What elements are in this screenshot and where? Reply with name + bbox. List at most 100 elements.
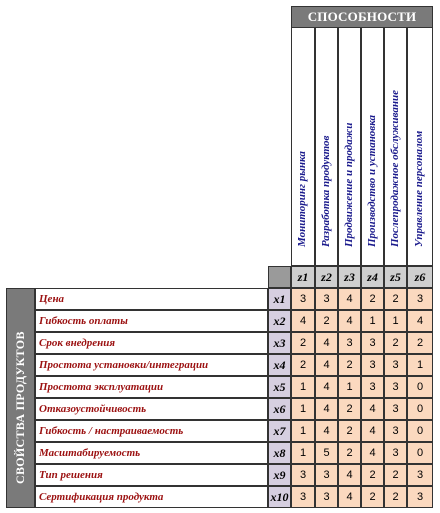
matrix-value-cell: 3 — [291, 486, 315, 508]
matrix-value-cell: 3 — [361, 332, 384, 354]
matrix-value-cell: 3 — [384, 398, 407, 420]
property-code: x6 — [268, 398, 291, 420]
matrix-value-cell: 1 — [338, 376, 361, 398]
matrix-value-cell: 0 — [407, 442, 433, 464]
property-name: Гибкость / настраиваемость — [35, 420, 268, 442]
capability-name: Производство и установка — [365, 114, 378, 247]
matrix-value-cell: 3 — [384, 376, 407, 398]
matrix-value-cell: 1 — [291, 376, 315, 398]
capability-header-z2: Разработка продуктов — [315, 28, 338, 266]
matrix-value-cell: 2 — [361, 288, 384, 310]
matrix-value-cell: 2 — [315, 310, 338, 332]
matrix-value-cell: 2 — [361, 486, 384, 508]
matrix-value-cell: 2 — [291, 354, 315, 376]
matrix-value-cell: 3 — [384, 354, 407, 376]
matrix-value-cell: 0 — [407, 376, 433, 398]
property-code: x5 — [268, 376, 291, 398]
matrix-value-cell: 4 — [338, 288, 361, 310]
matrix-value-cell: 4 — [338, 464, 361, 486]
matrix-value-cell: 2 — [338, 398, 361, 420]
property-code: x7 — [268, 420, 291, 442]
capability-header-z6: Управление персоналом — [407, 28, 433, 266]
matrix-value-cell: 2 — [407, 332, 433, 354]
capability-name: Мониторинг рынка — [296, 151, 308, 247]
capability-code: z2 — [315, 266, 338, 288]
property-code: x4 — [268, 354, 291, 376]
matrix-value-cell: 3 — [361, 354, 384, 376]
matrix-value-cell: 4 — [407, 310, 433, 332]
matrix-value-cell: 3 — [338, 332, 361, 354]
matrix-value-cell: 4 — [361, 398, 384, 420]
matrix-value-cell: 1 — [384, 310, 407, 332]
matrix-value-cell: 1 — [291, 420, 315, 442]
capability-header-z5: Послепродажное обслуживание — [384, 28, 407, 266]
matrix-value-cell: 2 — [384, 486, 407, 508]
property-name: Отказоустойчивость — [35, 398, 268, 420]
property-name: Тип решения — [35, 464, 268, 486]
product-properties-band: СВОЙСТВА ПРОДУКТОВ — [6, 288, 35, 508]
matrix-value-cell: 3 — [407, 288, 433, 310]
matrix-value-cell: 3 — [291, 288, 315, 310]
property-name: Масштабируемость — [35, 442, 268, 464]
capability-code: z6 — [407, 266, 433, 288]
matrix-value-cell: 4 — [315, 420, 338, 442]
property-name: Сертификация продукта — [35, 486, 268, 508]
property-name: Цена — [35, 288, 268, 310]
matrix-value-cell: 2 — [338, 420, 361, 442]
matrix-value-cell: 4 — [361, 420, 384, 442]
capability-name: Послепродажное обслуживание — [388, 90, 401, 247]
capability-code: z5 — [384, 266, 407, 288]
matrix-value-cell: 2 — [338, 442, 361, 464]
property-code: x2 — [268, 310, 291, 332]
property-name: Срок внедрения — [35, 332, 268, 354]
matrix-value-cell: 4 — [291, 310, 315, 332]
matrix-value-cell: 2 — [384, 288, 407, 310]
matrix-value-cell: 4 — [315, 354, 338, 376]
matrix-value-cell: 4 — [315, 376, 338, 398]
matrix-value-cell: 3 — [407, 464, 433, 486]
property-name: Простота эксплуатации — [35, 376, 268, 398]
matrix-value-cell: 3 — [384, 420, 407, 442]
matrix-value-cell: 1 — [407, 354, 433, 376]
matrix-value-cell: 4 — [361, 442, 384, 464]
property-code: x1 — [268, 288, 291, 310]
matrix-value-cell: 3 — [315, 486, 338, 508]
capability-code: z1 — [291, 266, 315, 288]
matrix-value-cell: 3 — [315, 464, 338, 486]
corner-cell — [268, 266, 291, 288]
matrix-value-cell: 3 — [315, 288, 338, 310]
capability-code: z4 — [361, 266, 384, 288]
matrix-value-cell: 2 — [361, 464, 384, 486]
property-code: x10 — [268, 486, 291, 508]
capability-name: Продвижение и продажи — [342, 122, 355, 247]
matrix-value-cell: 5 — [315, 442, 338, 464]
matrix-value-cell: 4 — [338, 486, 361, 508]
matrix-value-cell: 2 — [291, 332, 315, 354]
matrix-value-cell: 3 — [384, 442, 407, 464]
property-name: Простота установки/интеграции — [35, 354, 268, 376]
matrix-value-cell: 4 — [315, 398, 338, 420]
matrix-value-cell: 3 — [361, 376, 384, 398]
matrix-value-cell: 0 — [407, 398, 433, 420]
capability-header-z1: Мониторинг рынка — [291, 28, 315, 266]
property-code: x8 — [268, 442, 291, 464]
property-code: x3 — [268, 332, 291, 354]
matrix-value-cell: 2 — [384, 464, 407, 486]
capability-name: Разработка продуктов — [319, 135, 332, 247]
product-properties-title: СВОЙСТВА ПРОДУКТОВ — [12, 331, 27, 484]
matrix-value-cell: 4 — [315, 332, 338, 354]
matrix-value-cell: 3 — [291, 464, 315, 486]
matrix-value-cell: 3 — [407, 486, 433, 508]
matrix-value-cell: 1 — [291, 398, 315, 420]
matrix-value-cell: 4 — [338, 310, 361, 332]
capability-header-z3: Продвижение и продажи — [338, 28, 361, 266]
capability-code: z3 — [338, 266, 361, 288]
property-code: x9 — [268, 464, 291, 486]
matrix-value-cell: 2 — [384, 332, 407, 354]
matrix-value-cell: 1 — [361, 310, 384, 332]
matrix-value-cell: 0 — [407, 420, 433, 442]
capability-header-z4: Производство и установка — [361, 28, 384, 266]
property-name: Гибкость оплаты — [35, 310, 268, 332]
matrix-value-cell: 1 — [291, 442, 315, 464]
capability-name: Управление персоналом — [413, 130, 425, 247]
